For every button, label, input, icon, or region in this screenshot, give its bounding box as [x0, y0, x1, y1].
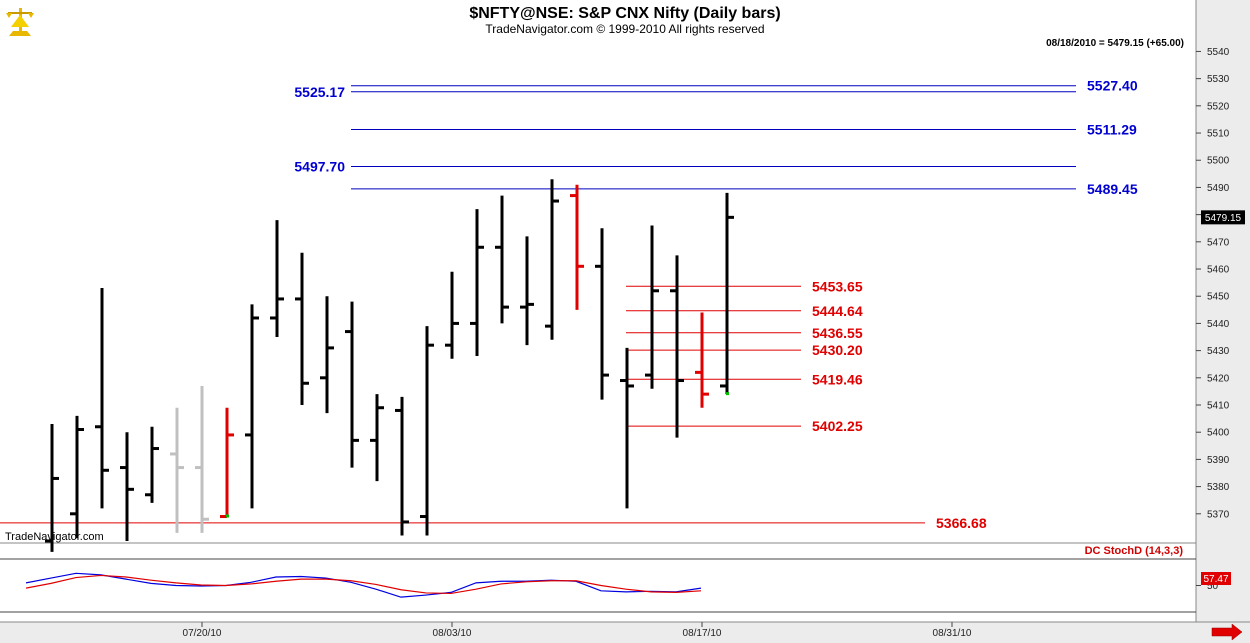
price-tick-label: 5410 — [1207, 401, 1230, 412]
ohlc-bar — [170, 407, 184, 533]
price-tick-label: 5430 — [1207, 346, 1230, 357]
ohlc-bar — [220, 407, 234, 519]
ohlc-bar — [620, 347, 634, 509]
stoch-last-tag: 57.47 — [1201, 572, 1231, 585]
last-price-tag: 5479.15 — [1201, 210, 1245, 225]
level-label: 5525.17 — [294, 84, 345, 100]
ohlc-bar — [320, 296, 334, 414]
price-tick-label: 5520 — [1207, 101, 1230, 112]
price-tick-label: 5530 — [1207, 74, 1230, 85]
ohlc-bar — [195, 385, 209, 533]
ohlc-bar — [545, 179, 559, 340]
signal-marker — [726, 392, 729, 396]
level-label: 5497.70 — [294, 158, 345, 174]
trade-navigator-logo — [6, 8, 34, 36]
ohlc-bar — [145, 426, 159, 503]
price-tick-label: 5380 — [1207, 482, 1230, 493]
copyright-subtitle: TradeNavigator.com © 1999-2010 All right… — [485, 22, 764, 36]
ohlc-bar — [495, 195, 509, 324]
ohlc-bar — [120, 432, 134, 541]
ohlc-bar — [370, 394, 384, 482]
ohlc-bar — [470, 209, 484, 357]
signal-marker — [226, 514, 229, 518]
price-tick-label: 5390 — [1207, 455, 1230, 466]
price-axis: 5370 5380 5390 5400 5410 5420 5430 5440 5450 5460… — [1196, 47, 1230, 520]
price-tick-label: 5440 — [1207, 319, 1230, 330]
date-tick-label: 08/17/10 — [683, 628, 722, 639]
ohlc-bar — [445, 271, 459, 359]
ohlc-bar — [520, 236, 534, 346]
ohlc-bar — [720, 192, 734, 395]
level-label: 5444.64 — [812, 303, 863, 319]
chart-title: $NFTY@NSE: S&P CNX Nifty (Daily bars) — [469, 5, 780, 22]
level-label: 5527.40 — [1087, 78, 1138, 94]
ohlc-bar — [245, 304, 259, 509]
price-tick-label: 5540 — [1207, 47, 1230, 58]
price-tick-label: 5400 — [1207, 428, 1230, 439]
date-tick-label: 07/20/10 — [183, 628, 222, 639]
price-bars — [45, 179, 734, 552]
level-label: 5489.45 — [1087, 181, 1138, 197]
last-close-stat: 08/18/2010 = 5479.15 (+65.00) — [1046, 38, 1184, 49]
level-label: 5436.55 — [812, 325, 863, 341]
ohlc-bar — [670, 255, 684, 438]
price-axis-panel — [1196, 0, 1250, 643]
ohlc-bar — [570, 184, 584, 310]
stoch-line — [25, 574, 702, 595]
level-label: 5366.68 — [936, 515, 987, 531]
ohlc-bar — [645, 225, 659, 389]
ohlc-bar — [270, 220, 284, 338]
last-price-tag-text: 5479.15 — [1205, 213, 1242, 224]
ohlc-bar — [395, 396, 409, 536]
stoch-line — [25, 572, 702, 598]
price-tick-label: 5510 — [1207, 129, 1230, 140]
ohlc-bar — [695, 312, 709, 408]
stochastic-pane: 50 — [25, 572, 1219, 598]
price-tick-label: 5460 — [1207, 265, 1230, 276]
stoch-tick-label: 50 — [1207, 581, 1219, 592]
scroll-right-arrow-icon[interactable] — [1211, 623, 1243, 641]
stoch-last-tag-text: 57.47 — [1203, 574, 1228, 585]
level-label: 5430.20 — [812, 342, 863, 358]
date-axis: 07/20/10 08/03/10 08/17/10 08/31/10 — [183, 622, 972, 639]
level-label: 5453.65 — [812, 278, 863, 294]
date-tick-label: 08/03/10 — [433, 628, 472, 639]
stoch-indicator-label: DC StochD (14,3,3) — [1085, 545, 1184, 557]
ohlc-bar — [295, 252, 309, 406]
ohlc-bar — [70, 415, 84, 539]
level-label: 5511.29 — [1087, 122, 1137, 138]
ohlc-bar — [420, 326, 434, 536]
ohlc-bar — [95, 288, 109, 509]
watermark: TradeNavigator.com — [5, 531, 104, 543]
price-tick-label: 5420 — [1207, 373, 1230, 384]
level-label: 5402.25 — [812, 418, 863, 434]
price-tick-label: 5490 — [1207, 183, 1230, 194]
price-tick-label: 5470 — [1207, 237, 1230, 248]
price-tick-label: 5450 — [1207, 292, 1230, 303]
level-label: 5419.46 — [812, 371, 863, 387]
ohlc-bar — [345, 301, 359, 468]
date-axis-panel — [0, 622, 1250, 643]
price-tick-label: 5370 — [1207, 509, 1230, 520]
ohlc-bar — [45, 424, 59, 552]
ohlc-bar — [595, 228, 609, 400]
level-lines: 5527.40 5525.17 5511.29 5497.70 5489.45 5453.… — [0, 78, 1138, 531]
date-tick-label: 08/31/10 — [933, 628, 972, 639]
price-tick-label: 5500 — [1207, 156, 1230, 167]
